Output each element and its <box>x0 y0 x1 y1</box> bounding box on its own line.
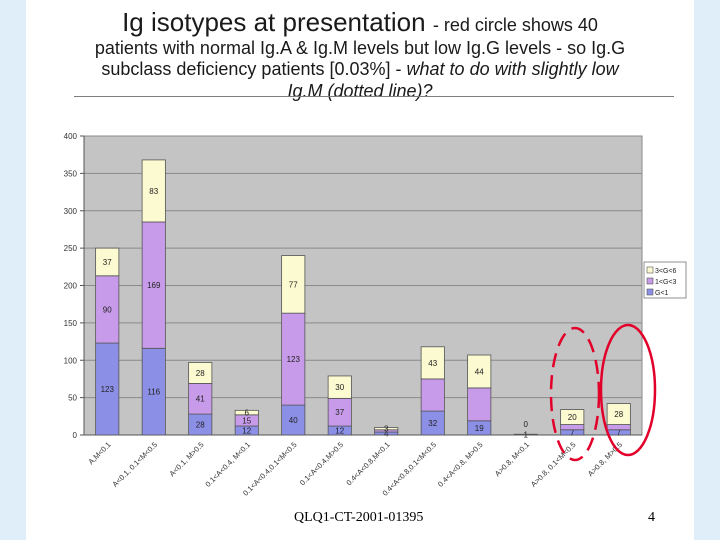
legend-label: 1<G<3 <box>655 279 677 286</box>
stacked-bar-chart: 0501001502002503003504001239037A,M<0.111… <box>64 132 687 498</box>
bar-segment <box>606 403 631 425</box>
slide-title: Ig isotypes at presentation - red circle… <box>26 8 694 102</box>
data-label: 28 <box>614 410 623 419</box>
data-label: 116 <box>147 388 160 397</box>
left-side-band <box>0 0 26 540</box>
title-main: Ig isotypes at presentation <box>122 7 426 37</box>
data-label: 12 <box>242 427 251 436</box>
x-tick-label: 0.4<A<0.8, M>0.5 <box>436 440 485 489</box>
data-label: 40 <box>289 416 298 425</box>
bar-segment <box>467 387 492 422</box>
legend-swatch <box>646 277 654 285</box>
data-label: 4 <box>384 430 389 439</box>
data-label: 6 <box>245 409 250 418</box>
data-label: 15 <box>242 416 251 425</box>
y-tick-label: 200 <box>64 282 78 291</box>
data-label: 37 <box>335 408 344 417</box>
bar-segment <box>420 346 445 380</box>
title-rule <box>74 96 674 97</box>
x-tick-label: 0.4<A<0.8,M<0.1 <box>344 440 391 487</box>
data-label: 44 <box>475 367 484 376</box>
solid-red-circle <box>599 323 657 457</box>
legend-label: 3<G<6 <box>655 268 677 275</box>
right-side-band <box>694 0 720 540</box>
bar-segment <box>188 362 213 384</box>
title-line-3-italic: what to do with slightly low <box>406 59 619 80</box>
bar-segment <box>141 159 166 223</box>
x-tick-label: A>0.8, 0.1<M<0.5 <box>529 440 578 489</box>
x-tick-label: A>0.8, M>0.5 <box>586 440 624 478</box>
title-line-3-plain: subclass deficiency patients [0.03%] - <box>101 59 402 80</box>
x-tick-label: A<0.1, 0.1<M<0.5 <box>110 440 159 489</box>
bar-segment <box>327 375 352 399</box>
title-line-2: patients with normal Ig.A & Ig.M levels … <box>94 37 626 58</box>
x-tick-label: 0.1<A<0.4, M<0.1 <box>203 440 252 489</box>
bar-segment <box>560 409 585 425</box>
data-label: 19 <box>475 424 484 433</box>
slide: Ig isotypes at presentation - red circle… <box>26 0 694 540</box>
data-label: 0 <box>524 420 529 429</box>
data-label: 43 <box>428 359 437 368</box>
data-label: 7 <box>617 428 622 437</box>
title-line-1: Ig isotypes at presentation - red circle… <box>26 8 694 37</box>
x-tick-label: A,M<0.1 <box>86 440 112 466</box>
legend-swatch <box>646 266 654 274</box>
legend-label: G<1 <box>655 290 669 297</box>
data-label: 169 <box>147 281 161 290</box>
data-label: 37 <box>103 258 112 267</box>
title-line-3: subclass deficiency patients [0.03%] - w… <box>26 59 694 80</box>
x-tick-label: A>0.8, M<0.1 <box>493 440 531 478</box>
bar-segment <box>420 378 445 412</box>
data-label: 28 <box>196 369 205 378</box>
data-label: 123 <box>287 355 301 364</box>
data-label: 28 <box>196 421 205 430</box>
bar-segment <box>281 255 306 314</box>
data-label: 41 <box>196 395 205 404</box>
title-line-4: Ig.M (dotted line)? <box>26 81 694 102</box>
bar-segment <box>234 409 259 416</box>
x-tick-label: 0.1<A<0.4,M>0.5 <box>298 440 345 487</box>
data-label: 32 <box>428 419 437 428</box>
data-label: 77 <box>289 280 298 289</box>
y-tick-label: 300 <box>64 207 78 216</box>
y-tick-label: 0 <box>73 431 78 440</box>
bar-segment <box>513 433 538 436</box>
data-label: 1 <box>524 431 529 440</box>
dashed-red-circle <box>549 326 601 462</box>
data-label: 123 <box>101 385 115 394</box>
bar-segment <box>467 354 492 389</box>
y-tick-label: 350 <box>64 169 78 178</box>
y-tick-label: 50 <box>68 394 77 403</box>
x-tick-label: A<0.1, M>0.5 <box>167 440 205 478</box>
chart-container: 0 50 100 150 200 250 300 350 400 123 90 37 A,M<0.1 11… <box>32 116 694 504</box>
data-label: 7 <box>570 428 575 437</box>
data-label: 30 <box>335 383 344 392</box>
bar-segment <box>560 424 585 431</box>
data-label: 20 <box>568 413 577 422</box>
footer-code: QLQ1-CT-2001-01395 <box>294 510 424 525</box>
bar-segment <box>95 247 120 277</box>
y-tick-label: 400 <box>64 132 78 141</box>
y-tick-label: 150 <box>64 319 78 328</box>
y-tick-label: 100 <box>64 356 78 365</box>
data-label: 3 <box>384 425 389 434</box>
data-label: 12 <box>335 427 344 436</box>
bar-segment <box>374 427 399 431</box>
title-line-4-italic: Ig.M (dotted line)? <box>287 81 433 102</box>
title-rest: - red circle shows 40 <box>432 15 598 35</box>
data-label: 90 <box>103 305 112 314</box>
page-number: 4 <box>648 510 655 525</box>
bar-segment <box>606 424 631 431</box>
data-label: 83 <box>149 187 158 196</box>
legend-swatch <box>646 288 654 296</box>
y-tick-label: 250 <box>64 244 78 253</box>
